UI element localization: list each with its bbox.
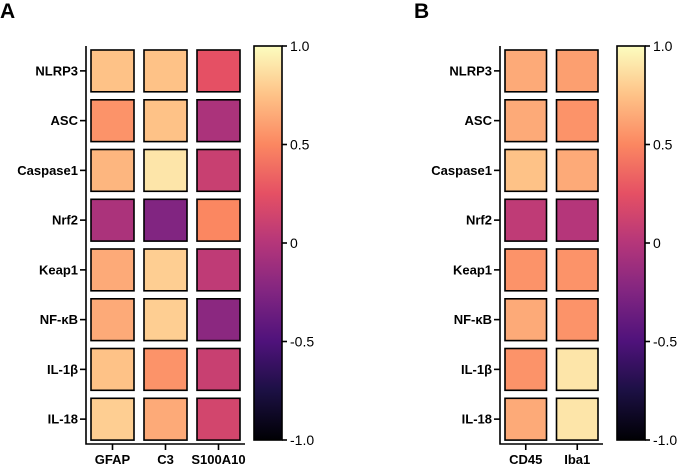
row-label-a-il-18: IL-18 bbox=[48, 412, 78, 427]
cell-a-nrf2-gfap bbox=[90, 198, 135, 242]
colorbar-label-b: 0 bbox=[653, 235, 661, 251]
row-label-a-asc: ASC bbox=[51, 113, 79, 128]
cell-b-il-18-cd45 bbox=[504, 397, 548, 441]
col-label-a-s100a10: S100A10 bbox=[191, 452, 245, 467]
row-label-a-il-1: IL-1β bbox=[47, 362, 78, 377]
colorbar-label-b: 0.5 bbox=[653, 137, 673, 153]
cell-a-asc-c3 bbox=[143, 99, 188, 143]
cell-a-asc-s100a10 bbox=[196, 99, 241, 143]
cell-b-nf-b-cd45 bbox=[504, 297, 548, 342]
heatmap-a: NLRP3 ASC Caspase1 Nrf2 Keap1 NF-κB IL-1β IL-18… bbox=[17, 46, 246, 467]
row-label-a-nrf2: Nrf2 bbox=[52, 213, 78, 228]
cell-a-il-18-c3 bbox=[143, 397, 188, 441]
colorbar-label-a: 1.0 bbox=[290, 38, 310, 54]
row-label-b-asc: ASC bbox=[465, 113, 493, 128]
col-label-a-c3: C3 bbox=[157, 452, 174, 467]
cell-a-caspase1-c3 bbox=[143, 148, 188, 193]
colorbar-label-b: -0.5 bbox=[653, 334, 677, 350]
axis-line-a bbox=[85, 46, 245, 445]
colorbar-gradient-b bbox=[616, 45, 646, 441]
row-label-a-nlrp3: NLRP3 bbox=[35, 63, 78, 78]
cell-a-nrf2-s100a10 bbox=[196, 198, 241, 242]
panel-a-label: A bbox=[0, 0, 15, 23]
colorbar-label-b: -1.0 bbox=[653, 432, 677, 448]
cell-a-keap1-s100a10 bbox=[196, 248, 241, 292]
cell-b-asc-iba1 bbox=[555, 99, 599, 143]
cell-a-keap1-gfap bbox=[90, 248, 135, 292]
row-label-b-keap1: Keap1 bbox=[453, 262, 492, 277]
cell-a-caspase1-s100a10 bbox=[196, 148, 241, 193]
cell-a-nrf2-c3 bbox=[143, 198, 188, 242]
cell-a-il-18-gfap bbox=[90, 397, 135, 441]
cell-a-nf-b-gfap bbox=[90, 297, 135, 342]
cell-a-il-1-gfap bbox=[90, 347, 135, 392]
row-label-b-il-18: IL-18 bbox=[462, 412, 492, 427]
cell-b-nrf2-iba1 bbox=[555, 198, 599, 242]
colorbar-gradient-a bbox=[253, 45, 283, 441]
cell-a-il-18-s100a10 bbox=[196, 397, 241, 441]
cell-a-caspase1-gfap bbox=[90, 148, 135, 193]
colorbar-label-a: -0.5 bbox=[290, 334, 314, 350]
col-label-a-gfap: GFAP bbox=[95, 452, 131, 467]
row-label-b-nf-b: NF-κB bbox=[454, 312, 492, 327]
col-label-b-cd45: CD45 bbox=[509, 452, 542, 467]
cell-b-il-18-iba1 bbox=[555, 397, 599, 441]
cell-b-asc-cd45 bbox=[504, 99, 548, 143]
row-label-b-nlrp3: NLRP3 bbox=[449, 63, 492, 78]
heatmap-b: NLRP3 ASC Caspase1 Nrf2 Keap1 NF-κB IL-1β IL-18… bbox=[431, 46, 603, 467]
cell-b-keap1-iba1 bbox=[555, 248, 599, 292]
cell-b-il-1-cd45 bbox=[504, 347, 548, 392]
cell-a-asc-gfap bbox=[90, 99, 135, 143]
cell-a-nlrp3-s100a10 bbox=[196, 49, 241, 93]
row-label-a-keap1: Keap1 bbox=[39, 262, 78, 277]
cell-a-il-1-s100a10 bbox=[196, 347, 241, 392]
cell-b-nlrp3-cd45 bbox=[504, 49, 548, 93]
col-label-b-iba1: Iba1 bbox=[564, 452, 590, 467]
axis-line-b bbox=[499, 46, 603, 445]
cell-b-caspase1-cd45 bbox=[504, 148, 548, 193]
cell-b-caspase1-iba1 bbox=[555, 148, 599, 193]
row-label-a-nf-b: NF-κB bbox=[40, 312, 78, 327]
cell-a-nf-b-s100a10 bbox=[196, 297, 241, 342]
cell-a-nlrp3-c3 bbox=[143, 49, 188, 93]
panel-b-label: B bbox=[414, 0, 429, 23]
colorbar-label-a: -1.0 bbox=[290, 432, 314, 448]
row-label-a-caspase1: Caspase1 bbox=[17, 163, 78, 178]
cell-b-keap1-cd45 bbox=[504, 248, 548, 292]
cell-a-nlrp3-gfap bbox=[90, 49, 135, 93]
row-label-b-il-1: IL-1β bbox=[461, 362, 492, 377]
cell-b-nrf2-cd45 bbox=[504, 198, 548, 242]
colorbar-a: 1.0 0.5 0 -0.5 -1.0 bbox=[253, 38, 314, 448]
cell-a-nf-b-c3 bbox=[143, 297, 188, 342]
row-label-b-caspase1: Caspase1 bbox=[431, 163, 492, 178]
cell-a-keap1-c3 bbox=[143, 248, 188, 292]
colorbar-label-a: 0.5 bbox=[290, 137, 310, 153]
cell-b-nf-b-iba1 bbox=[555, 297, 599, 342]
cell-b-nlrp3-iba1 bbox=[555, 49, 599, 93]
colorbar-label-a: 0 bbox=[290, 235, 298, 251]
cell-a-il-1-c3 bbox=[143, 347, 188, 392]
row-label-b-nrf2: Nrf2 bbox=[466, 213, 492, 228]
colorbar-label-b: 1.0 bbox=[653, 38, 673, 54]
colorbar-b: 1.0 0.5 0 -0.5 -1.0 bbox=[616, 38, 677, 448]
cell-b-il-1-iba1 bbox=[555, 347, 599, 392]
